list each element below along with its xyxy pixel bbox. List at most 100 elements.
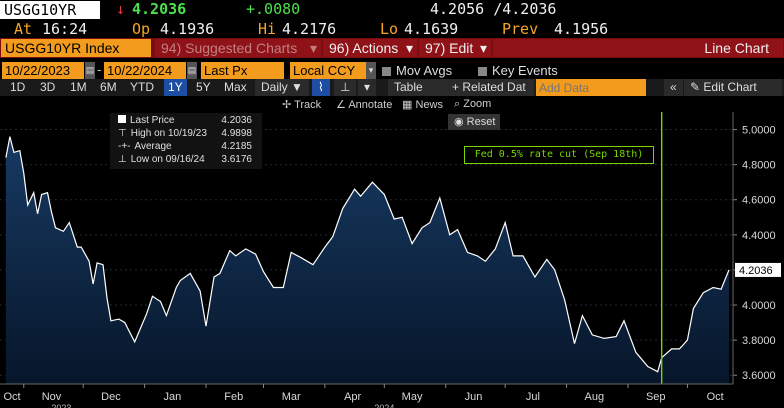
- field-select[interactable]: Last Px: [201, 62, 284, 79]
- track-label: Track: [294, 99, 322, 111]
- mov-avgs-label: Mov Avgs: [396, 63, 453, 78]
- x-axis: Oct Nov Dec Jan Feb Mar Apr May Jun Jul Aug Sep Oct 2…: [0, 383, 733, 408]
- track-tool[interactable]: ✢ Track: [282, 98, 321, 111]
- chart-type-icon[interactable]: ⊥: [334, 79, 357, 96]
- x-tick-label: Jul: [526, 391, 540, 403]
- x-tick-label: Jun: [465, 391, 483, 403]
- add-data-input[interactable]: [536, 79, 646, 96]
- x-tick-label: Sep: [646, 391, 666, 403]
- crosshair-icon: ✢: [282, 99, 295, 111]
- y-tick-label: 5.0000: [742, 125, 776, 137]
- y-tick-label: 3.8000: [742, 335, 776, 347]
- dropdown-icon[interactable]: ▾: [358, 79, 377, 96]
- fed-cut-annotation[interactable]: Fed 0.5% rate cut (Sep 18th): [464, 146, 654, 164]
- last-price-tag: [735, 262, 781, 277]
- settings-row: 10/22/2023 ▤ - 10/22/2024 ▤ Last Px Loca…: [0, 62, 784, 80]
- legend-high-value: 4.9898: [221, 128, 252, 139]
- start-date-field[interactable]: 10/22/2023: [2, 62, 84, 79]
- bid-ask: 4.2056 /4.2036: [430, 0, 557, 18]
- x-tick-label: Aug: [585, 391, 605, 403]
- edit-chart-button[interactable]: ✎ Edit Chart: [684, 79, 782, 96]
- pencil-icon: ✎: [690, 80, 704, 94]
- price-area: [5, 136, 729, 384]
- line-style-button[interactable]: ⌇: [312, 79, 330, 96]
- calendar-icon[interactable]: ▤: [187, 62, 197, 79]
- quote-time: 16:24: [42, 20, 88, 38]
- range-ytd[interactable]: YTD: [130, 80, 154, 94]
- calendar-icon[interactable]: ▤: [85, 62, 95, 79]
- date-separator: -: [97, 62, 102, 77]
- ticker-symbol[interactable]: USGG10YR: [2, 1, 79, 19]
- x-tick-label: Jan: [163, 391, 181, 403]
- y-axis: 3.60003.80004.00004.20004.40004.60004.80…: [732, 112, 781, 384]
- currency-select[interactable]: Local CCY: [290, 62, 366, 79]
- key-events-toggle[interactable]: Key Events: [478, 63, 558, 78]
- edit-button[interactable]: 97) Edit ▾: [419, 39, 491, 57]
- open-label: Op: [132, 20, 151, 38]
- legend-last: Last Price 4.2036: [118, 114, 258, 127]
- collapse-icon[interactable]: «: [664, 79, 683, 96]
- x-tick-label: Oct: [707, 391, 724, 403]
- reset-label: Reset: [466, 116, 496, 128]
- news-tool[interactable]: ▦ News: [402, 98, 443, 111]
- range-1d[interactable]: 1D: [10, 80, 26, 94]
- y-tick-label: 4.4000: [742, 230, 776, 242]
- low-value: 4.1639: [404, 20, 459, 38]
- frequency-select[interactable]: Daily ▼: [255, 79, 309, 96]
- checkbox-icon: [382, 67, 391, 76]
- zoom-label: Zoom: [463, 98, 492, 110]
- dropdown-icon[interactable]: ▾: [366, 62, 376, 79]
- prev-label: Prev: [502, 20, 539, 38]
- table-button[interactable]: Table: [388, 79, 452, 96]
- range-6m[interactable]: 6M: [100, 80, 117, 94]
- x-tick-label: May: [402, 391, 423, 403]
- menu-bar: USGG10YR Index 94) Suggested Charts ▾ 96…: [0, 38, 784, 58]
- range-1y[interactable]: 1Y: [164, 79, 187, 96]
- stats-row: At 16:24 Op 4.1936 Hi 4.2176 Lo 4.1639 P…: [0, 20, 784, 38]
- x-tick-label: Dec: [101, 391, 121, 403]
- range-3d[interactable]: 3D: [40, 80, 56, 94]
- y-tick-label: 3.6000: [742, 370, 776, 382]
- range-1m[interactable]: 1M: [70, 80, 87, 94]
- x-year-label: 2024: [374, 403, 394, 408]
- range-bar: 1D 3D 1M 6M YTD 1Y 5Y Max Daily ▼ ⌇ ⊥ ▾ Table +…: [0, 79, 784, 96]
- prev-value: 4.1956: [554, 20, 609, 38]
- x-tick-label: Oct: [3, 391, 20, 403]
- x-tick-label: Feb: [224, 391, 243, 403]
- end-date-field[interactable]: 10/22/2024: [104, 62, 186, 79]
- last-price: 4.2036: [132, 0, 187, 18]
- suggested-charts-label: 94) Suggested Charts: [161, 40, 298, 56]
- suggested-charts-button[interactable]: 94) Suggested Charts ▾: [155, 39, 321, 57]
- annotate-icon: ∠: [336, 99, 349, 111]
- last-swatch-icon: [118, 115, 126, 123]
- annotate-label: Annotate: [348, 99, 393, 111]
- down-arrow-icon: ↓: [116, 0, 126, 18]
- annotate-tool[interactable]: ∠ Annotate: [336, 98, 392, 111]
- news-icon: ▦: [402, 99, 416, 111]
- checkbox-icon: [478, 67, 487, 76]
- range-5y[interactable]: 5Y: [196, 80, 211, 94]
- chart-toolbar: ✢ Track ∠ Annotate ▦ News ⌕ Zoom: [0, 96, 784, 112]
- y-tick-label: 4.8000: [742, 160, 776, 172]
- low-label: Lo: [380, 20, 399, 38]
- actions-button[interactable]: 96) Actions ▾: [323, 39, 417, 57]
- reset-button[interactable]: ◉ Reset: [448, 114, 500, 130]
- chart-type-label: Line Chart: [704, 40, 769, 56]
- quote-row: USGG10YR ↓ 4.2036 +.0080 4.2056 /4.2036: [0, 0, 784, 20]
- x-tick-label: Nov: [42, 391, 62, 403]
- legend-low-label: Low on 09/16/24: [130, 154, 205, 165]
- price-chart[interactable]: 3.60003.80004.00004.20004.40004.60004.80…: [0, 112, 784, 408]
- high-label: Hi: [258, 20, 277, 38]
- related-data-button[interactable]: + Related Dat: [446, 79, 534, 96]
- caret-icon: ▾: [479, 40, 487, 56]
- y-tick-label: 4.0000: [742, 300, 776, 312]
- range-max[interactable]: Max: [224, 80, 247, 94]
- average-marker-icon: -+-: [118, 141, 131, 152]
- x-tick-label: Mar: [282, 391, 301, 403]
- chart-type-title: Line Chart: [493, 39, 783, 57]
- zoom-tool[interactable]: ⌕ Zoom: [454, 98, 491, 111]
- news-label: News: [415, 99, 443, 111]
- security-field[interactable]: USGG10YR Index: [1, 39, 151, 57]
- mov-avgs-toggle[interactable]: Mov Avgs: [382, 63, 452, 78]
- at-label: At: [14, 20, 33, 38]
